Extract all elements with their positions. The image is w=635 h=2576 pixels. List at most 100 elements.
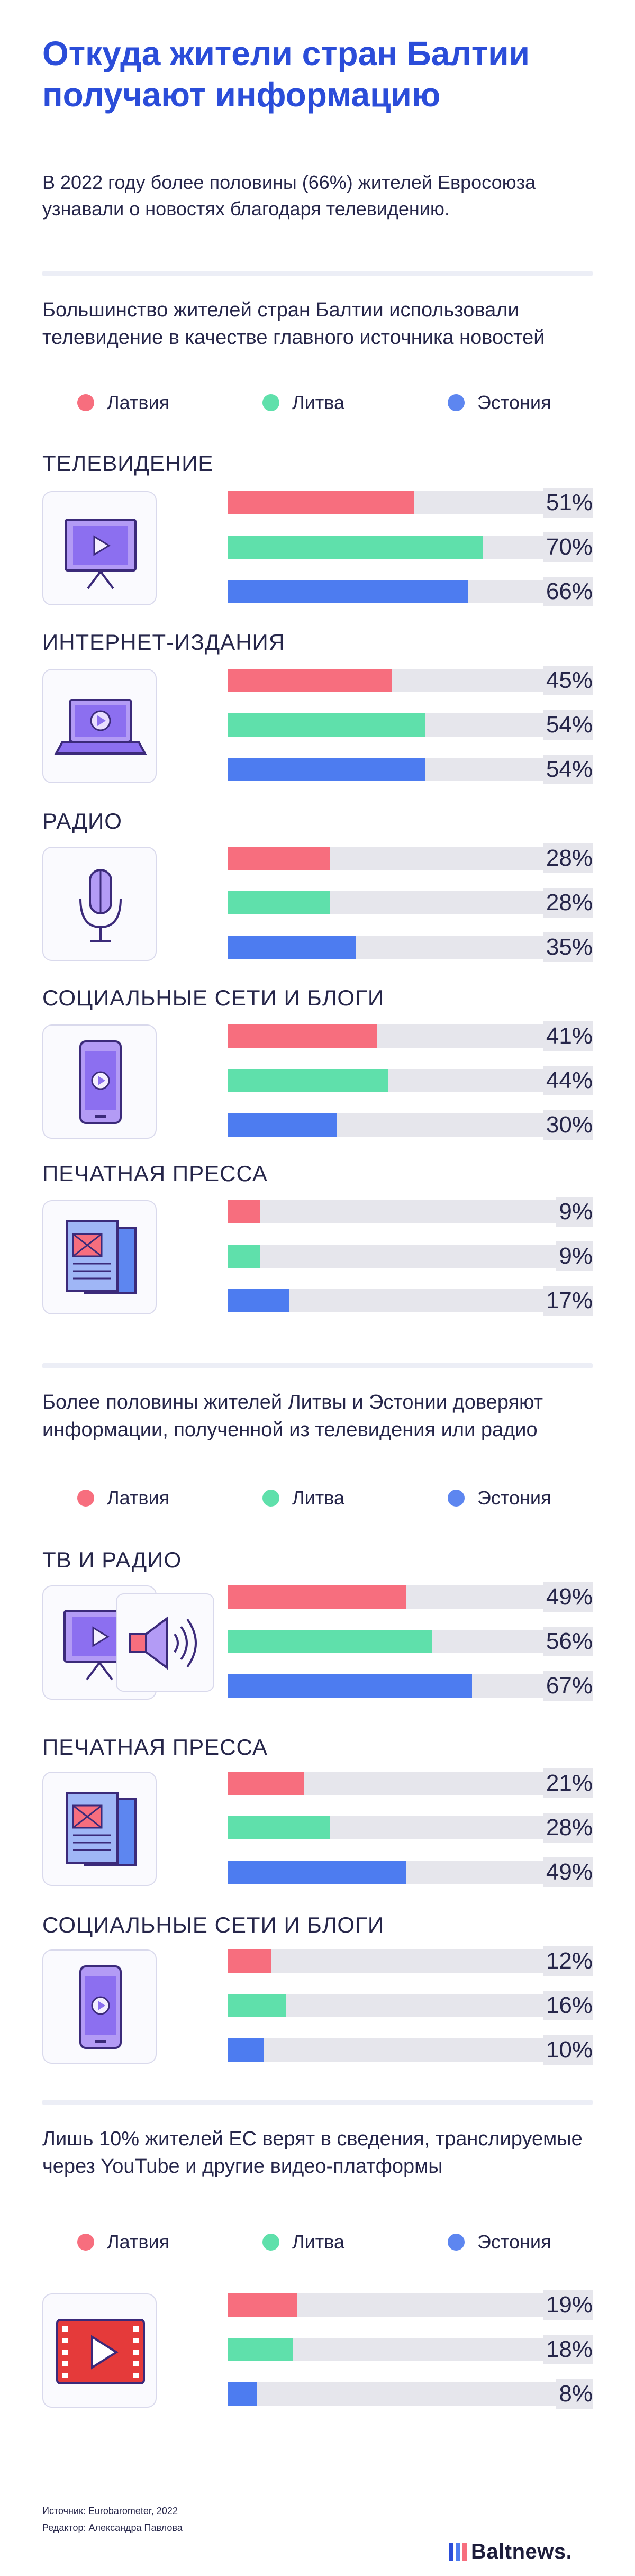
value-label: 12% [542,1946,593,1976]
legend-label-estonia: Эстония [477,1487,551,1509]
bar-track: 51% [228,488,593,518]
bar-lithuania [228,713,425,737]
bar-track: 67% [228,1671,593,1701]
value-label: 35% [542,932,593,962]
bar-estonia [228,1861,407,1884]
bar-latvia [228,1585,407,1609]
bar-track: 21% [228,1768,593,1798]
value-label: 19% [542,2290,593,2320]
tvradio-icon [42,1585,214,1700]
category-title: ИНТЕРНЕТ-ИЗДАНИЯ [42,630,286,655]
bar-track: 70% [228,532,593,562]
bar-track: 12% [228,1946,593,1976]
value-label: 17% [542,1286,593,1316]
bar-track: 49% [228,1857,593,1887]
category-title: ТВ И РАДИО [42,1547,182,1572]
bar-track: 18% [228,2335,593,2364]
bar-lithuania [228,1816,330,1839]
legend-dot-latvia [77,394,94,411]
brand-bars-icon [449,2543,467,2561]
bar-estonia [228,2038,264,2062]
value-label: 56% [542,1627,593,1656]
bar-latvia [228,669,392,692]
bar-track: 8% [228,2379,593,2409]
bar-track: 49% [228,1582,593,1612]
bar-track: 41% [228,1021,593,1051]
bar-track: 9% [228,1197,593,1227]
bar-track: 45% [228,666,593,695]
value-label: 8% [556,2379,593,2409]
bar-estonia [228,936,356,959]
legend-item-estonia: Эстония [448,2231,551,2253]
bar-track: 9% [228,1241,593,1271]
video-icon [42,2293,157,2408]
value-label: 70% [542,532,593,562]
value-label: 28% [542,1813,593,1843]
category-title: ПЕЧАТНАЯ ПРЕССА [42,1735,268,1759]
bar-latvia [228,1024,377,1048]
legend-item-lithuania: Литва [262,1487,344,1509]
value-label: 45% [542,666,593,695]
bar-latvia [228,491,414,514]
tv-icon [42,491,157,605]
bar-track: 54% [228,755,593,784]
value-label: 44% [542,1066,593,1095]
mic-icon [42,847,157,961]
bar-track: 56% [228,1627,593,1656]
bar-estonia [228,2382,257,2406]
source-note: Источник: Eurobarometer, 2022 [42,2506,178,2516]
editor-note: Редактор: Александра Павлова [42,2523,183,2533]
value-label: 66% [542,577,593,606]
legend-dot-latvia [77,2234,94,2251]
page-title: Откуда жители стран Балтии получают инфо… [42,34,530,114]
category-title: ПЕЧАТНАЯ ПРЕССА [42,1161,268,1186]
value-label: 54% [542,710,593,740]
legend-dot-estonia [448,1490,465,1507]
bar-track: 28% [228,843,593,873]
brand-name: Baltnews. [471,2540,573,2563]
bar-latvia [228,1200,261,1223]
bar-latvia [228,1772,304,1795]
bar-estonia [228,1674,473,1698]
divider [42,271,593,276]
brand-logo: Baltnews. [449,2540,572,2564]
value-label: 54% [542,755,593,784]
bar-track: 16% [228,1991,593,2020]
bar-lithuania [228,1630,432,1653]
value-label: 30% [542,1110,593,1140]
bar-estonia [228,758,425,781]
legend-label-estonia: Эстония [477,2231,551,2253]
press-icon [42,1200,157,1314]
value-label: 21% [542,1768,593,1798]
lead-text: В 2022 году более половины (66%) жителей… [42,171,536,220]
section-3-heading: Лишь 10% жителей ЕС верят в сведения, тр… [42,2128,583,2178]
laptop-icon [42,669,157,783]
value-label: 10% [542,2035,593,2065]
value-label: 16% [542,1991,593,2020]
phone-icon [42,1949,157,2064]
value-label: 28% [542,843,593,873]
legend-dot-lithuania [262,1490,279,1507]
value-label: 28% [542,888,593,918]
bar-lithuania [228,2338,294,2361]
legend-dot-estonia [448,2234,465,2251]
bar-lithuania [228,1994,286,2017]
bar-latvia [228,847,330,870]
bar-latvia [228,2293,297,2317]
section-2-heading: Более половины жителей Литвы и Эстонии д… [42,1391,543,1441]
bar-track: 19% [228,2290,593,2320]
legend-dot-latvia [77,1490,94,1507]
bar-estonia [228,1113,337,1137]
bar-lithuania [228,1069,388,1092]
bar-track: 30% [228,1110,593,1140]
legend-label-estonia: Эстония [477,392,551,413]
legend-dot-estonia [448,394,465,411]
category-title: СОЦИАЛЬНЫЕ СЕТИ И БЛОГИ [42,985,385,1010]
value-label: 41% [542,1021,593,1051]
bar-lithuania [228,1245,261,1268]
bar-track: 54% [228,710,593,740]
divider [42,2100,593,2105]
legend-item-latvia: Латвия [77,2231,169,2253]
legend-item-lithuania: Литва [262,392,344,414]
legend-dot-lithuania [262,394,279,411]
